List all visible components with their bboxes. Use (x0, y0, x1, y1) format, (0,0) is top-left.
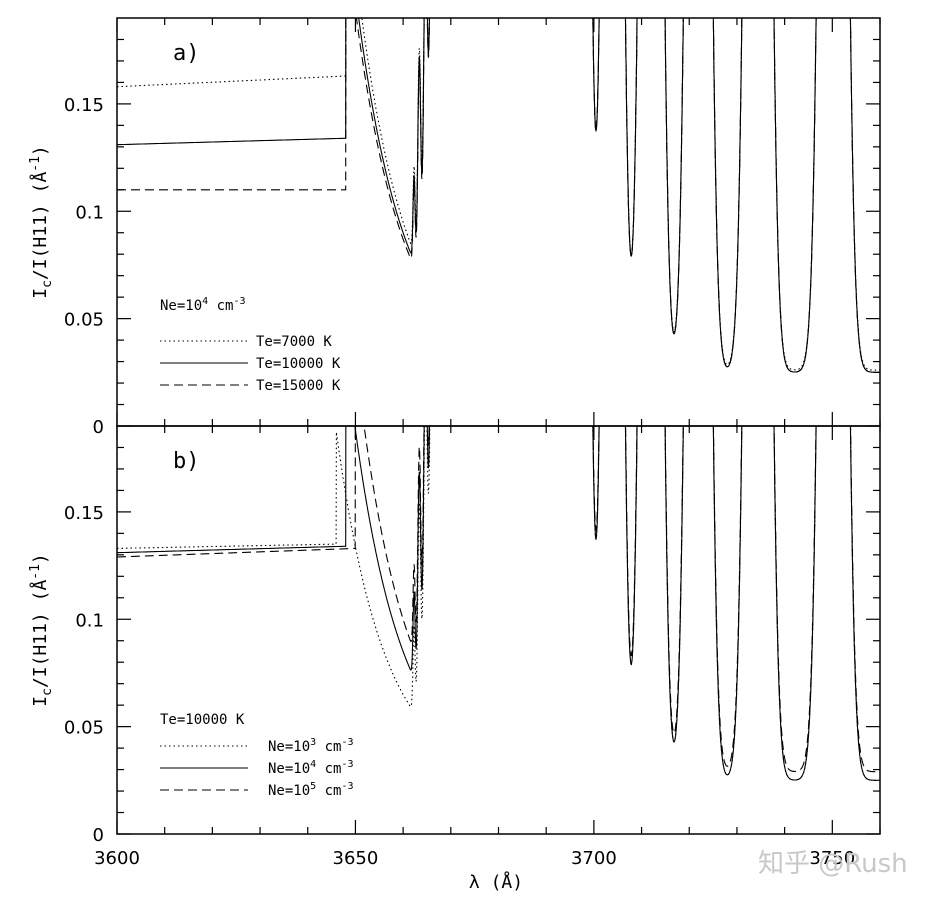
series-line-solid (117, 426, 880, 781)
x-axis-tick-labels: 3600 3650 3700 3750 (94, 848, 855, 869)
legend-entry: Ne=103 cm-3 (268, 737, 354, 755)
y-axis-label: Ic/I(H11) (Å-1) (28, 553, 55, 707)
series-line-dotted (117, 426, 880, 781)
panel-label: a) (173, 41, 200, 66)
legend-entry: Te=15000 K (256, 378, 341, 394)
panel-frame (116, 17, 881, 427)
y-tick-label: 0.05 (64, 310, 104, 331)
y-tick-label: 0.05 (64, 718, 104, 739)
series-group (117, 18, 880, 373)
series-line-dashed (117, 426, 880, 773)
legend-entry: Te=7000 K (256, 334, 332, 350)
legend-title: Te=10000 K (160, 712, 245, 728)
series-group (117, 426, 880, 781)
y-axis-label: Ic/I(H11) (Å-1) (28, 145, 55, 299)
watermark-text: 知乎 @Rush (758, 849, 908, 879)
x-tick-label: 3650 (333, 848, 379, 869)
y-tick-label: 0.15 (64, 95, 104, 116)
x-tick-label: 3750 (809, 848, 855, 869)
y-tick-label: 0 (93, 825, 104, 846)
panel-frame (116, 425, 881, 835)
legend-entry: Te=10000 K (256, 356, 341, 372)
panel-a: 0 0.05 0.1 0.15 Ic/I(H11) (Å-1) a) Ne=104 cm-3… (28, 17, 881, 438)
series-line-solid (117, 18, 880, 373)
x-tick-label: 3700 (571, 848, 617, 869)
panel-b: 0 0.05 0.1 0.15 Ic/I(H11) (Å-1) b) Te=10000 K N… (28, 425, 881, 846)
x-axis-label: λ (Å) (469, 871, 523, 893)
legend-title: Ne=104 cm-3 (160, 296, 246, 314)
y-tick-label: 0 (93, 417, 104, 438)
panel-label: b) (173, 449, 200, 474)
y-tick-label: 0.15 (64, 503, 104, 524)
legend-entry: Ne=105 cm-3 (268, 781, 354, 799)
x-tick-label: 3600 (94, 848, 140, 869)
legend-entry: Ne=104 cm-3 (268, 759, 354, 777)
series-line-dashed (117, 18, 880, 373)
y-tick-label: 0.1 (75, 610, 104, 631)
series-line-dotted (117, 18, 880, 371)
y-tick-label: 0.1 (75, 202, 104, 223)
